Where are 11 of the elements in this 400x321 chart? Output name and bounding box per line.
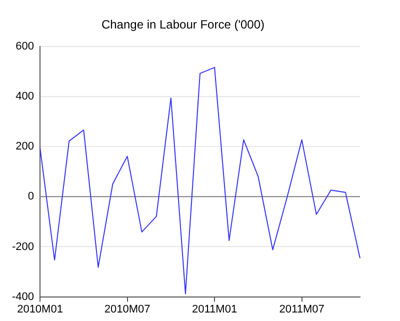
y-tick-label: 0 xyxy=(28,190,34,203)
x-tick-label: 2011M07 xyxy=(279,303,324,316)
y-tick-label: -200 xyxy=(12,240,34,253)
x-tick-label: 2010M07 xyxy=(104,303,150,316)
x-tick-label: 2010M01 xyxy=(17,303,63,316)
y-tick-label: 400 xyxy=(16,90,34,103)
y-tick-label: -400 xyxy=(12,290,34,303)
y-tick-label: 600 xyxy=(16,40,34,52)
chart-title: Change in Labour Force ('000) xyxy=(101,18,265,32)
y-tick-label: 200 xyxy=(16,140,34,153)
x-tick-label: 2011M01 xyxy=(192,303,238,316)
